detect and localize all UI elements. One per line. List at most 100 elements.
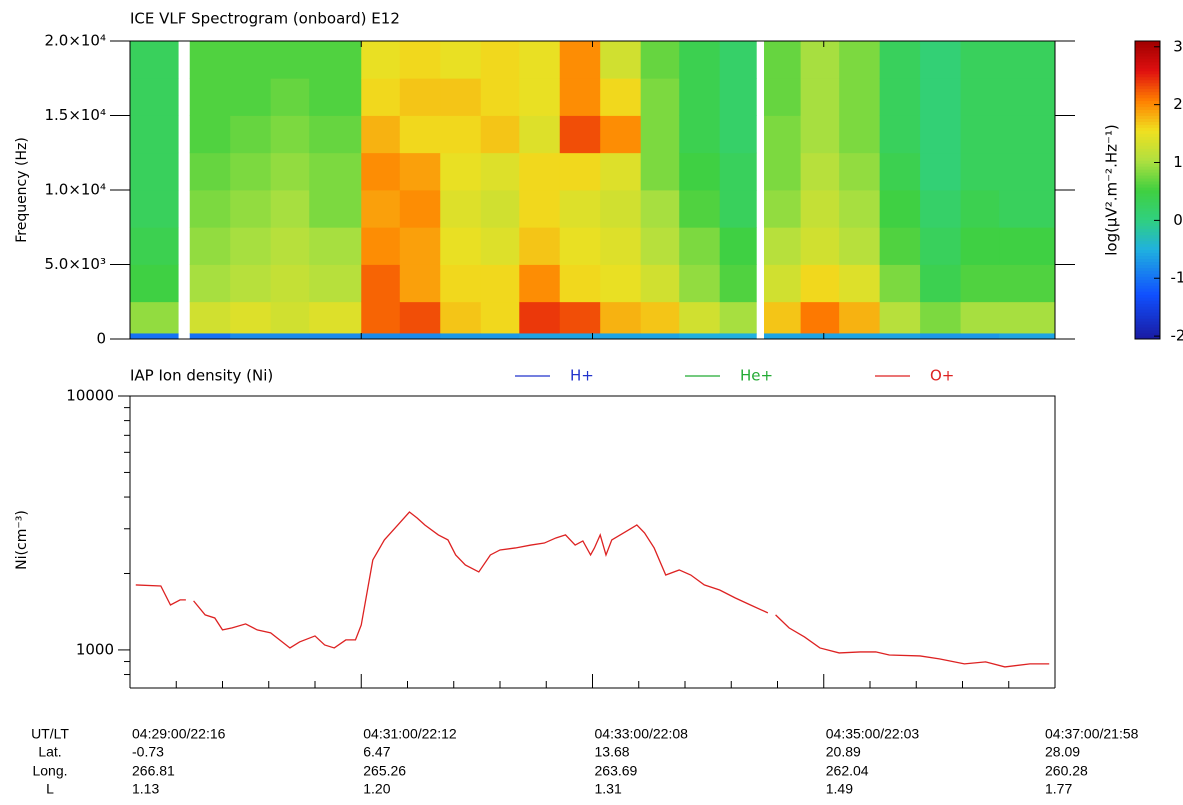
spectrogram-cell: [130, 41, 179, 79]
colorbar-swatch: [1135, 67, 1160, 72]
spectrogram-cell: [480, 227, 520, 265]
colorbar-swatch: [1135, 145, 1160, 149]
spectrogram-cell: [230, 152, 272, 191]
y-tick-label: 0: [96, 330, 106, 348]
spectrogram-cell: [640, 152, 680, 191]
spectrogram-cell: [960, 78, 1000, 116]
ephemeris-long: 265.26: [363, 763, 406, 779]
spectrogram-cell: [960, 152, 1000, 191]
colorbar-swatch: [1135, 148, 1160, 152]
colorbar-swatch: [1135, 70, 1160, 75]
spectrogram-cell: [361, 41, 401, 79]
spectrogram-cell: [440, 190, 482, 228]
spectrogram-cell: [189, 152, 231, 191]
spectrogram-cell: [480, 301, 520, 334]
y-axis-label: Ni(cm⁻³): [14, 510, 30, 570]
spectrogram-cell: [399, 78, 441, 116]
spectrogram-cell: [839, 227, 881, 265]
density-line: [135, 584, 186, 606]
spectrogram-cell: [399, 41, 441, 79]
spectrogram-cell: [679, 227, 721, 265]
spectrogram-cell: [559, 41, 601, 79]
spectrogram-cell: [920, 333, 961, 340]
spectrogram-cell: [679, 78, 721, 116]
spectrogram-cell: [440, 152, 482, 191]
spectrogram-cell: [440, 301, 482, 334]
spectrogram-cell: [230, 41, 272, 79]
colorbar-swatch: [1135, 94, 1160, 99]
spectrogram-cell: [230, 264, 272, 303]
spectrogram-cell: [600, 41, 642, 79]
colorbar-swatch: [1135, 118, 1160, 122]
colorbar-swatch: [1135, 172, 1160, 176]
spectrogram-cell: [189, 190, 231, 228]
ephemeris-row-label: Lat.: [38, 744, 61, 760]
spectrogram-cell: [230, 115, 272, 154]
spectrogram-cell: [399, 227, 441, 265]
colorbar-swatch: [1135, 85, 1160, 90]
colorbar-swatch: [1135, 315, 1160, 319]
spectrogram-cell: [270, 333, 310, 340]
colorbar-swatch: [1135, 184, 1160, 188]
spectrogram-cell: [640, 264, 680, 303]
spectrogram-cell: [960, 190, 1000, 228]
spectrogram-cell: [559, 190, 601, 228]
spectrogram-cell: [800, 264, 840, 303]
spectrogram-cell: [399, 190, 441, 228]
colorbar-swatch: [1135, 58, 1160, 63]
ephemeris-row-label: L: [46, 781, 54, 797]
colorbar-swatch: [1135, 249, 1160, 254]
spectrogram-cell: [960, 115, 1000, 154]
colorbar-swatch: [1135, 213, 1160, 218]
colorbar-swatch: [1135, 327, 1160, 331]
colorbar-swatch: [1135, 240, 1160, 245]
spectrogram-cell: [361, 115, 401, 154]
colorbar-swatch: [1135, 82, 1160, 87]
spectrogram-cell: [600, 78, 642, 116]
spectrogram-cell: [399, 301, 441, 334]
spectrogram-cell: [189, 333, 231, 340]
spectrogram-cell: [839, 152, 881, 191]
colorbar-swatch: [1135, 222, 1160, 227]
colorbar-swatch: [1135, 303, 1160, 307]
spectrogram-cell: [800, 333, 840, 340]
y-axis-label: Frequency (Hz): [14, 137, 30, 243]
spectrogram-cell: [764, 115, 802, 154]
spectrogram-cell: [999, 152, 1056, 191]
spectrogram-cell: [270, 78, 310, 116]
colorbar-swatch: [1135, 234, 1160, 239]
colorbar-swatch: [1135, 55, 1160, 60]
spectrogram-cell: [999, 227, 1056, 265]
spectrogram-cell: [361, 333, 401, 340]
y-tick-label: 1.5×10⁴: [44, 106, 106, 124]
spectrogram-cell: [309, 227, 362, 265]
spectrogram-cell: [640, 333, 680, 340]
colorbar-swatch: [1135, 136, 1160, 140]
spectrogram-cell: [764, 190, 802, 228]
spectrogram-cell: [600, 152, 642, 191]
colorbar-swatch: [1135, 46, 1160, 51]
colorbar-swatch: [1135, 187, 1160, 191]
spectrogram-cell: [800, 115, 840, 154]
spectrogram-cell: [764, 264, 802, 303]
colorbar-tick-label: -1: [1171, 269, 1183, 287]
colorbar-swatch: [1135, 41, 1160, 45]
spectrogram-cell: [719, 78, 757, 116]
spectrogram-cell: [480, 78, 520, 116]
colorbar-swatch: [1135, 336, 1160, 340]
spectrogram-cell: [999, 78, 1056, 116]
spectrogram-cell: [879, 115, 921, 154]
spectrogram-cell: [440, 264, 482, 303]
colorbar-tick-label: 2: [1173, 95, 1183, 113]
colorbar-swatch: [1135, 175, 1160, 179]
colorbar-swatch: [1135, 276, 1160, 280]
spectrogram-cell: [600, 264, 642, 303]
spectrogram-cell: [309, 301, 362, 334]
colorbar-swatch: [1135, 121, 1160, 125]
spectrogram-cell: [519, 152, 561, 191]
spectrogram-cell: [130, 78, 179, 116]
colorbar-swatch: [1135, 207, 1160, 212]
colorbar-swatch: [1135, 43, 1160, 48]
spectrogram-cell: [361, 227, 401, 265]
y-tick-label: 2.0×10⁴: [44, 32, 106, 50]
